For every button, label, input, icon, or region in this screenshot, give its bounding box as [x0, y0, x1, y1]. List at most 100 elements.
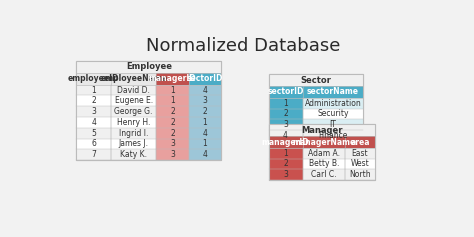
Bar [76, 117, 111, 128]
Text: 6: 6 [91, 139, 96, 148]
Bar [345, 148, 374, 159]
Text: 4: 4 [202, 150, 208, 159]
Text: Employee: Employee [126, 62, 172, 71]
Bar [76, 128, 111, 139]
Text: 1: 1 [202, 139, 207, 148]
Text: 2: 2 [202, 107, 207, 116]
Bar [268, 119, 302, 130]
Bar [156, 128, 189, 139]
Bar [156, 117, 189, 128]
Text: managerID: managerID [262, 137, 310, 146]
Bar [76, 149, 111, 160]
Bar [268, 109, 302, 119]
Text: 2: 2 [170, 118, 175, 127]
Text: sectorID: sectorID [187, 74, 223, 83]
Text: Sector: Sector [301, 76, 331, 85]
Bar [268, 86, 302, 98]
Bar [76, 61, 221, 73]
Text: managerName: managerName [292, 137, 356, 146]
Bar [111, 149, 156, 160]
Bar [76, 139, 111, 149]
Text: West: West [351, 160, 369, 169]
Bar [76, 106, 111, 117]
Text: IT: IT [329, 120, 336, 129]
Text: 3: 3 [283, 120, 288, 129]
Bar [189, 139, 221, 149]
Bar [111, 96, 156, 106]
Text: Normalized Database: Normalized Database [146, 37, 340, 55]
Bar [345, 159, 374, 169]
Bar [268, 148, 302, 159]
Bar [156, 73, 189, 85]
Text: 7: 7 [91, 150, 96, 159]
FancyBboxPatch shape [268, 74, 363, 141]
Bar [189, 73, 221, 85]
Text: 2: 2 [170, 107, 175, 116]
Text: Administration: Administration [304, 99, 361, 108]
FancyBboxPatch shape [268, 124, 374, 180]
Text: 3: 3 [283, 170, 288, 179]
Text: David D.: David D. [117, 86, 150, 95]
Text: 3: 3 [170, 150, 175, 159]
Text: 1: 1 [202, 118, 207, 127]
Bar [189, 149, 221, 160]
Text: sectorName: sectorName [307, 87, 359, 96]
Bar [189, 117, 221, 128]
Bar [156, 149, 189, 160]
Bar [111, 106, 156, 117]
Bar [156, 106, 189, 117]
Bar [268, 74, 363, 86]
Bar [268, 124, 374, 136]
Text: Carl C.: Carl C. [311, 170, 337, 179]
Bar [268, 169, 302, 180]
Text: 4: 4 [91, 118, 96, 127]
Text: Ingrid I.: Ingrid I. [119, 129, 148, 138]
Bar [345, 169, 374, 180]
Text: 1: 1 [283, 99, 288, 108]
Bar [345, 136, 374, 148]
Text: 1: 1 [170, 96, 175, 105]
Text: area: area [350, 137, 370, 146]
Bar [111, 128, 156, 139]
Text: 4: 4 [202, 129, 208, 138]
Bar [302, 86, 363, 98]
Text: employeeName: employeeName [100, 74, 167, 83]
Text: 3: 3 [202, 96, 208, 105]
Bar [268, 130, 302, 141]
Bar [302, 169, 345, 180]
Text: 5: 5 [91, 129, 96, 138]
Bar [76, 85, 111, 96]
Bar [268, 98, 302, 109]
Bar [302, 136, 345, 148]
FancyBboxPatch shape [76, 61, 221, 160]
Bar [156, 139, 189, 149]
Text: 4: 4 [283, 131, 288, 140]
Bar [302, 130, 363, 141]
Bar [302, 98, 363, 109]
Text: sectorID: sectorID [267, 87, 304, 96]
Bar [268, 159, 302, 169]
Text: 3: 3 [91, 107, 96, 116]
Text: Katy K.: Katy K. [120, 150, 147, 159]
Text: Betty B.: Betty B. [309, 160, 339, 169]
Text: James J.: James J. [118, 139, 149, 148]
Bar [156, 96, 189, 106]
Text: 2: 2 [283, 160, 288, 169]
Bar [111, 117, 156, 128]
Text: Eugene E.: Eugene E. [115, 96, 153, 105]
Bar [302, 159, 345, 169]
Bar [189, 85, 221, 96]
Text: Finance: Finance [318, 131, 347, 140]
Text: Henry H.: Henry H. [117, 118, 150, 127]
Bar [76, 73, 111, 85]
Bar [189, 128, 221, 139]
Bar [302, 109, 363, 119]
Text: Security: Security [317, 109, 348, 118]
Text: managerID: managerID [148, 74, 196, 83]
Text: 3: 3 [170, 139, 175, 148]
Text: employeeID: employeeID [68, 74, 119, 83]
Text: 2: 2 [91, 96, 96, 105]
Bar [111, 73, 156, 85]
Text: 1: 1 [170, 86, 175, 95]
Text: 2: 2 [170, 129, 175, 138]
